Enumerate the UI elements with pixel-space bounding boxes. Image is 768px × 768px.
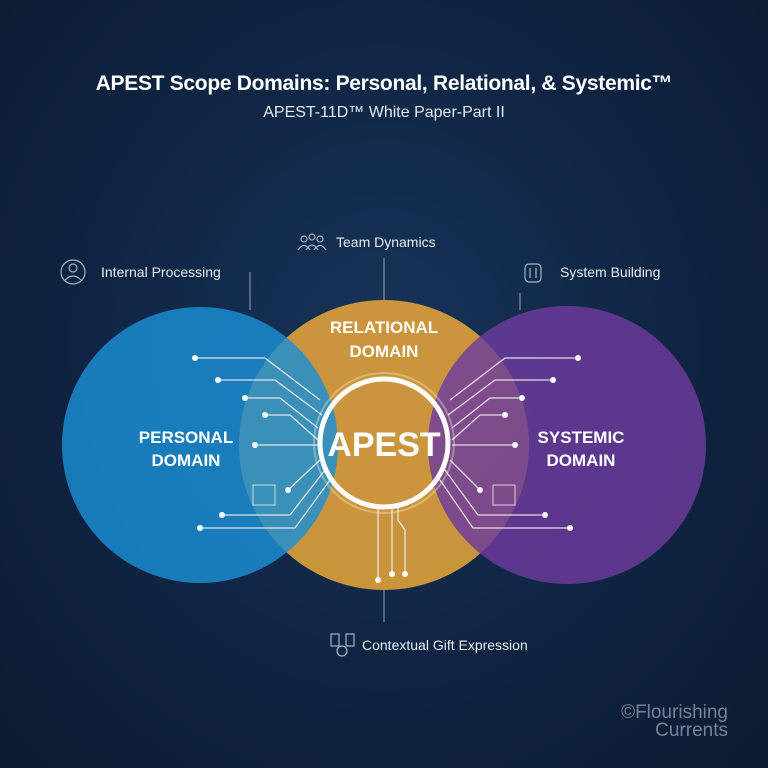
building-icon-left	[252, 484, 276, 506]
gift-expression-icon	[330, 633, 355, 657]
building-icon-right	[492, 484, 516, 506]
circuit-lines	[195, 357, 578, 578]
page-subtitle: APEST-11D™ White Paper-Part II	[263, 104, 505, 121]
personal-label-1: PERSONAL	[139, 428, 233, 447]
watermark-line1: Flourishing	[635, 702, 728, 723]
personal-circle	[62, 307, 338, 583]
watermark-line2: Currents	[655, 720, 728, 741]
watermark: ©Flourishing Currents	[621, 702, 728, 741]
contextual-gift-label: Contextual Gift Expression	[362, 637, 528, 653]
person-icon	[60, 259, 86, 285]
system-building-label: System Building	[560, 264, 661, 280]
systemic-label-1: SYSTEMIC	[538, 428, 625, 447]
copyright-symbol: ©	[621, 702, 636, 723]
relational-label-1: RELATIONAL	[330, 318, 438, 337]
team-icon	[297, 233, 327, 251]
apest-glow	[313, 372, 455, 514]
circuit-nodes	[192, 355, 581, 583]
internal-processing-label: Internal Processing	[101, 264, 221, 280]
team-dynamics-label: Team Dynamics	[336, 234, 436, 250]
personal-label-2: DOMAIN	[152, 451, 221, 470]
system-icon	[524, 263, 542, 283]
apest-ring	[317, 376, 451, 510]
page-title: APEST Scope Domains: Personal, Relationa…	[95, 72, 673, 95]
systemic-label-2: DOMAIN	[547, 451, 616, 470]
apest-center-label: APEST	[327, 426, 441, 464]
relational-label-2: DOMAIN	[350, 342, 419, 361]
